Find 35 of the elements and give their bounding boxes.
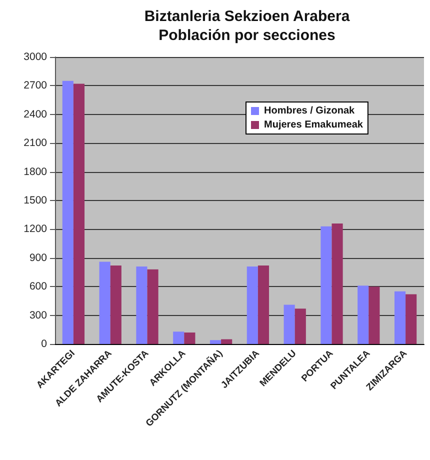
bar [406, 294, 417, 344]
bar [62, 80, 74, 344]
y-tick-label: 1200 [24, 223, 48, 236]
chart-subtitle: Población por secciones [158, 27, 336, 44]
bar [368, 286, 380, 344]
bar [99, 262, 110, 344]
bar [210, 340, 222, 344]
bar [221, 339, 232, 344]
bar [184, 332, 196, 344]
y-tick-label: 900 [29, 252, 48, 264]
y-tick-label: 0 [41, 338, 48, 350]
bar [173, 332, 184, 344]
y-tick-label: 600 [29, 280, 48, 293]
y-tick-label: 2400 [24, 108, 48, 120]
y-tick-label: 3000 [24, 51, 48, 63]
y-tick-label: 2700 [24, 80, 48, 92]
bar [284, 304, 295, 344]
bar [136, 266, 148, 344]
bar [294, 308, 306, 344]
legend-label: Mujeres Emakumeak [264, 120, 364, 130]
bar [258, 266, 270, 344]
bar [320, 226, 332, 344]
y-tick-label: 300 [29, 309, 48, 322]
bar [147, 269, 158, 344]
chart-title: Biztanleria Sekzioen Arabera [144, 8, 350, 25]
bar [394, 291, 406, 344]
bar [358, 286, 369, 344]
bar [332, 223, 343, 344]
bar [110, 266, 122, 344]
y-tick-label: 1800 [24, 166, 48, 178]
legend-label: Hombres / Gizonak [264, 106, 356, 116]
y-tick-label: 2100 [24, 137, 48, 150]
y-tick-label: 1500 [24, 194, 48, 206]
bar [246, 266, 258, 344]
bar [73, 84, 85, 344]
